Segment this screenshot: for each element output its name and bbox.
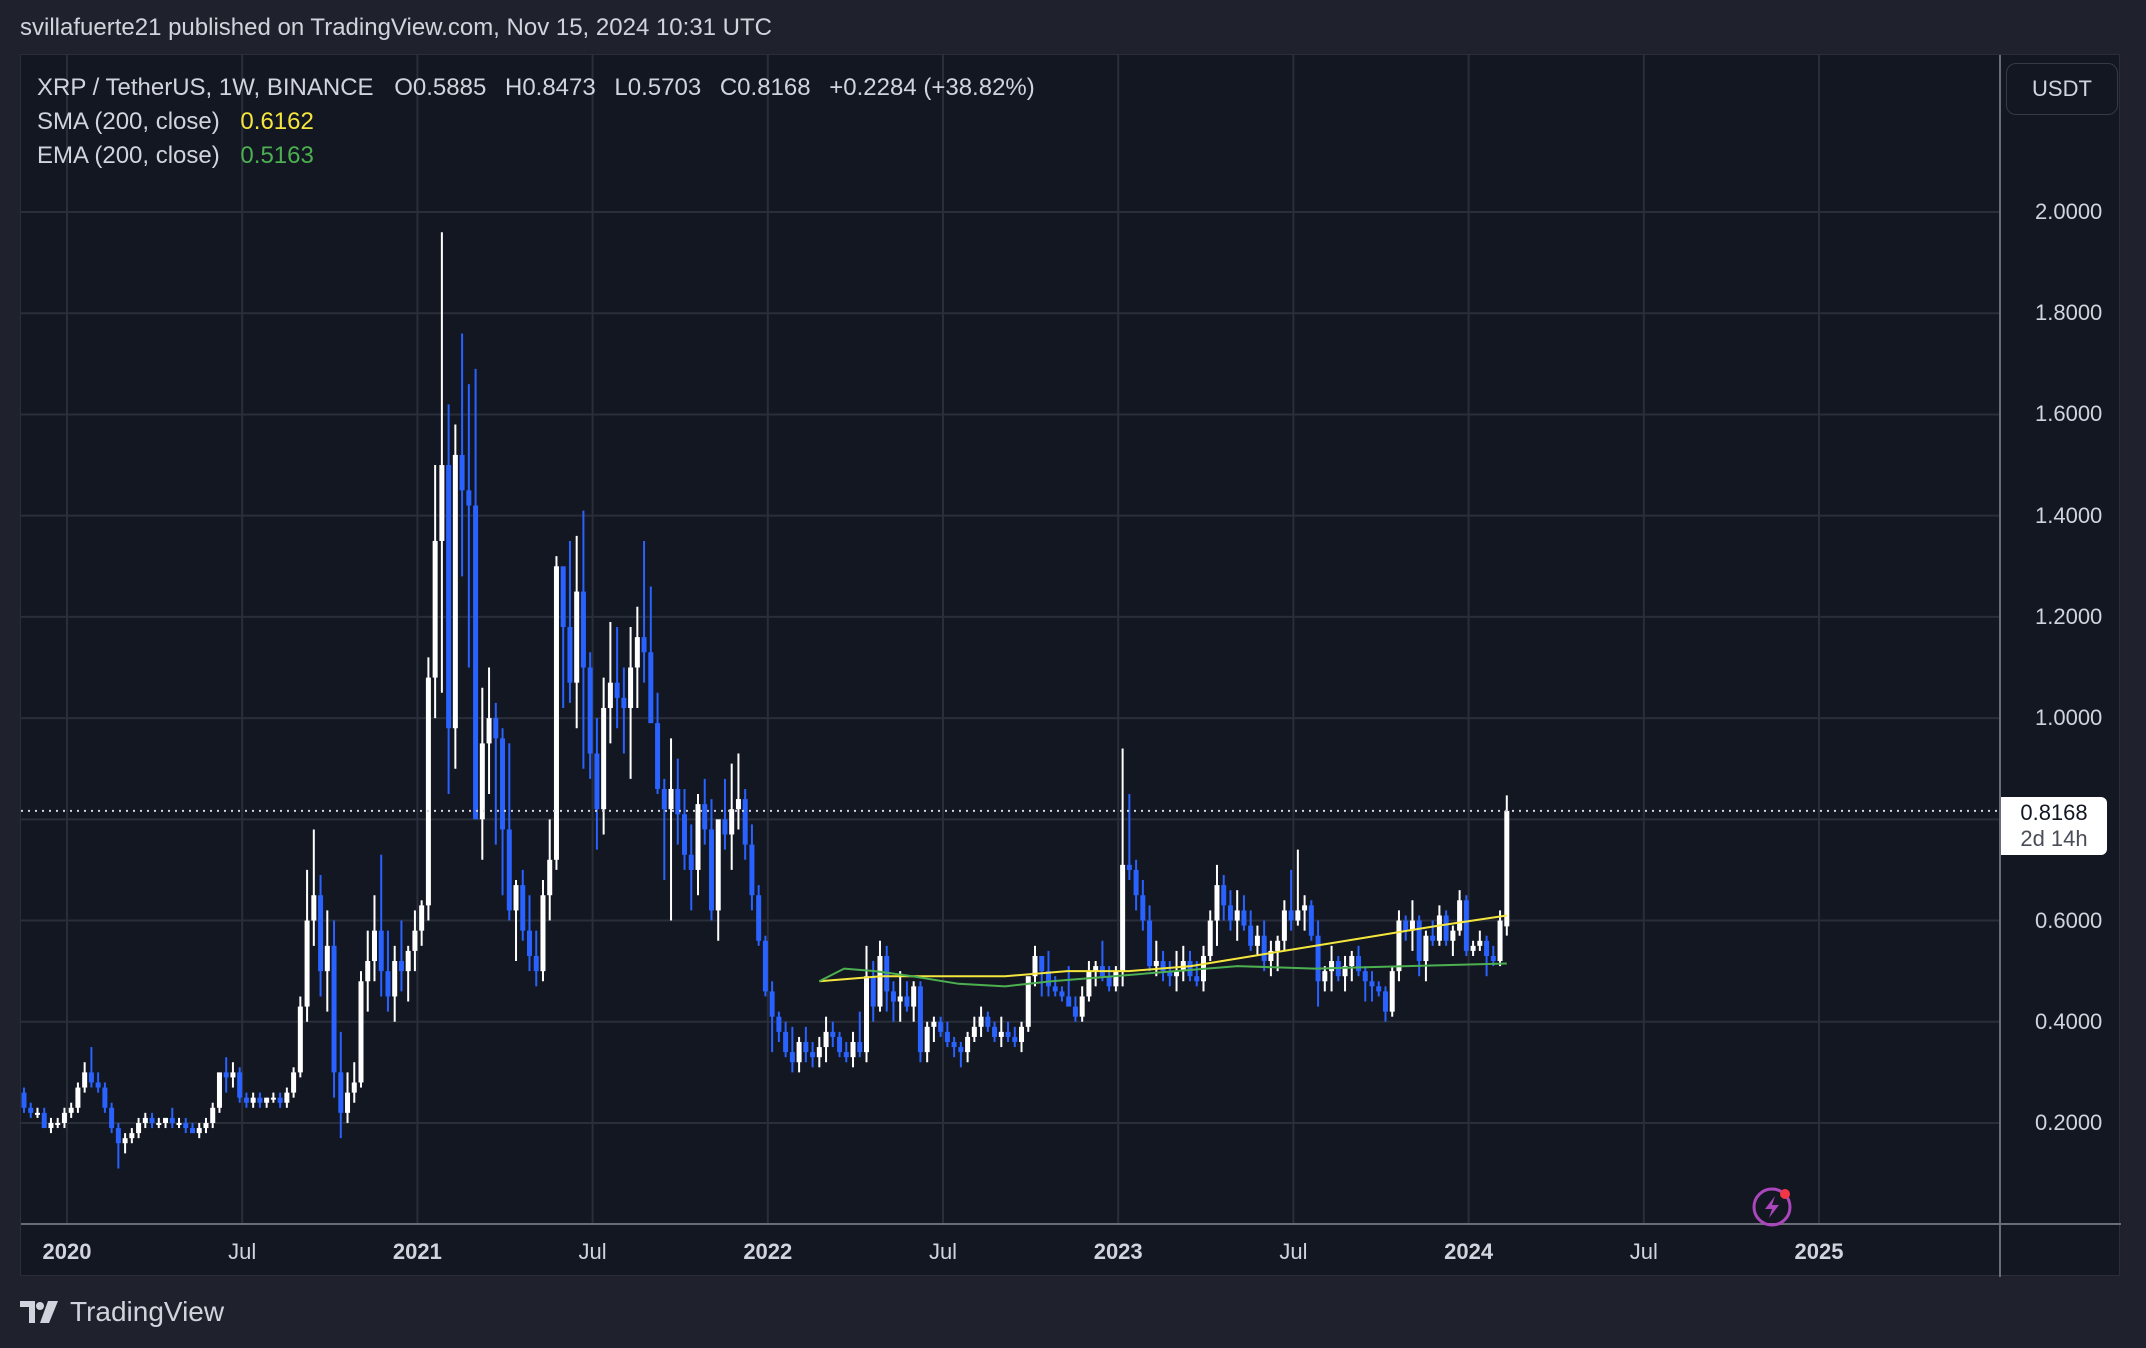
- ohlc-high: H0.8473: [504, 74, 596, 101]
- price-tick: 1.4000: [2035, 502, 2103, 528]
- time-tick: 2023: [1093, 1239, 1143, 1264]
- time-tick: Jul: [228, 1239, 257, 1264]
- time-tick: Jul: [1629, 1239, 1658, 1264]
- sma-label: SMA (200, close): [37, 108, 220, 135]
- price-tick: 0.4000: [2035, 1008, 2103, 1034]
- price-chart[interactable]: [21, 55, 1999, 1223]
- ohlc-close: C0.8168: [719, 74, 811, 101]
- price-change: +0.2284 (+38.82%): [829, 74, 1035, 101]
- last-price-label: 0.8168 2d 14h: [2001, 796, 2107, 855]
- ohlc-open: O0.5885: [394, 74, 487, 101]
- time-tick: Jul: [578, 1239, 607, 1264]
- time-tick: Jul: [1279, 1239, 1308, 1264]
- ema-indicator-row[interactable]: EMA (200, close) 0.5163: [37, 139, 1035, 173]
- time-tick: 2024: [1444, 1239, 1494, 1264]
- tradingview-branding[interactable]: TradingView: [20, 1296, 224, 1328]
- price-tick: 1.2000: [2035, 603, 2103, 629]
- ema-label: EMA (200, close): [37, 142, 220, 169]
- price-tick: 2.0000: [2035, 199, 2103, 224]
- time-tick: 2022: [743, 1239, 793, 1264]
- symbol-name: XRP / TetherUS, 1W, BINANCE: [37, 74, 374, 101]
- lightning-icon[interactable]: [1750, 1183, 1796, 1229]
- sma-value: 0.6162: [240, 108, 314, 135]
- chart-panel[interactable]: XRP / TetherUS, 1W, BINANCE O0.5885 H0.8…: [20, 54, 2121, 1277]
- time-tick: 2021: [392, 1239, 442, 1264]
- bar-countdown: 2d 14h: [2020, 825, 2088, 851]
- price-tick: 1.0000: [2035, 705, 2103, 731]
- sma-indicator-row[interactable]: SMA (200, close) 0.6162: [37, 105, 1035, 139]
- price-tick: 1.8000: [2035, 300, 2103, 326]
- last-price-value: 0.8168: [2020, 799, 2088, 825]
- symbol-row[interactable]: XRP / TetherUS, 1W, BINANCE O0.5885 H0.8…: [37, 71, 1035, 105]
- price-axis-divider: [1999, 55, 2001, 1277]
- time-tick: Jul: [928, 1239, 958, 1264]
- chart-legend: XRP / TetherUS, 1W, BINANCE O0.5885 H0.8…: [37, 71, 1035, 173]
- time-tick: 2020: [42, 1239, 92, 1264]
- price-tick: 0.6000: [2035, 907, 2103, 933]
- price-tick: 1.6000: [2035, 401, 2103, 427]
- price-tick: 0.2000: [2035, 1109, 2103, 1135]
- ohlc-low: L0.5703: [614, 74, 702, 101]
- time-axis-divider: [21, 1223, 2121, 1225]
- publish-info: svillafuerte21 published on TradingView.…: [20, 14, 773, 41]
- ema-value: 0.5163: [240, 142, 314, 169]
- tradingview-logo-icon: [20, 1301, 58, 1323]
- currency-button[interactable]: USDT: [2006, 63, 2118, 115]
- time-tick: 2025: [1794, 1239, 1844, 1264]
- tradingview-brand-text: TradingView: [70, 1296, 225, 1327]
